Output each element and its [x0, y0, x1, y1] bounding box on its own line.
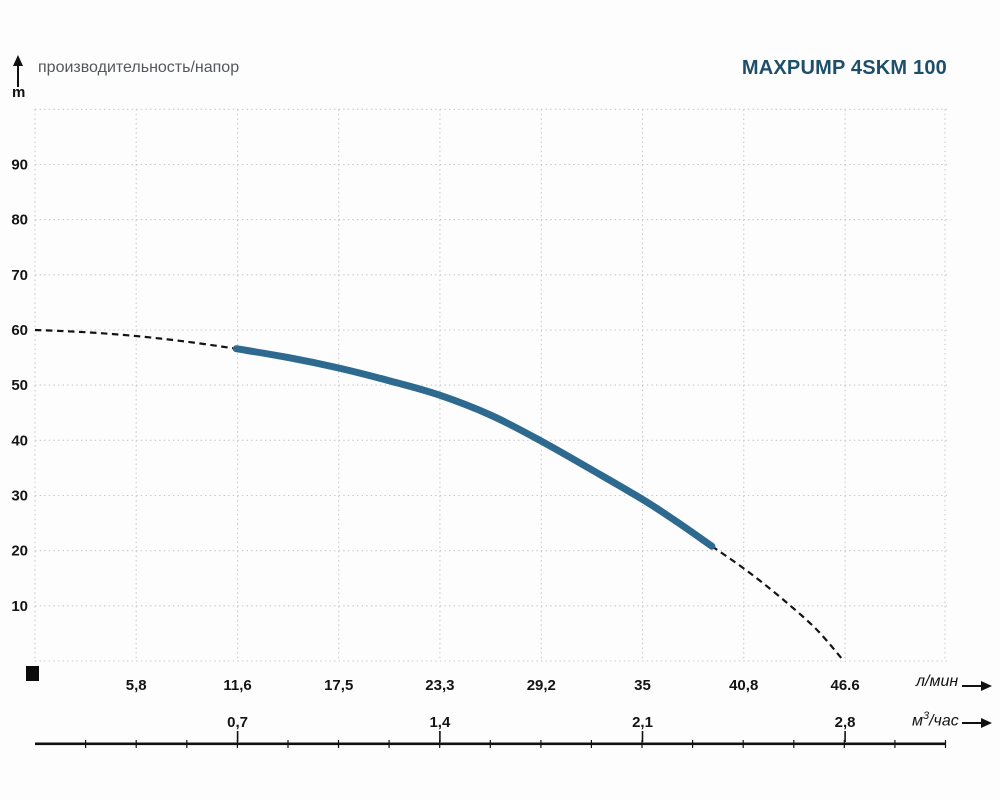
chart-title: производительность/напор	[38, 59, 240, 76]
x-tick-label-lpm: 46.6	[830, 677, 859, 694]
x-axis-lpm-labels: 5,8 11,6 17,5 23,3 29,2 35 40,8 46.6	[126, 677, 860, 694]
y-axis-unit-label: m	[12, 84, 26, 101]
m3h-unit-base: м	[912, 712, 923, 730]
x-tick-label-m3h: 2,1	[632, 714, 653, 731]
x-tick-label-m3h: 0,7	[227, 714, 248, 731]
x-axis-m3h: 0,7 1,4 2,1 2,8	[35, 714, 947, 748]
m3h-unit-sup: 3	[922, 710, 930, 722]
y-tick-label: 50	[11, 377, 28, 394]
x-tick-label-m3h: 2,8	[835, 714, 856, 731]
m3h-unit-rest: /час	[929, 712, 959, 730]
y-axis-labels: 10 20 30 40 50 60 70 80 90	[11, 157, 28, 615]
y-axis-up-arrow-icon	[12, 55, 24, 92]
x-tick-label-lpm: 11,6	[223, 677, 251, 694]
y-tick-label: 10	[11, 598, 28, 615]
y-tick-label: 40	[11, 432, 28, 449]
product-title: MAXPUMP 4SKM 100	[741, 57, 947, 79]
pump-curve-dashed-right	[711, 545, 845, 662]
x-tick-label-lpm: 17,5	[324, 677, 353, 694]
y-tick-label: 80	[11, 212, 28, 229]
x-tick-label-m3h: 1,4	[429, 714, 451, 731]
y-tick-label: 30	[11, 488, 28, 505]
m3h-axis-arrow-icon	[962, 716, 992, 734]
gridlines	[34, 108, 947, 662]
x-tick-label-lpm: 5,8	[126, 677, 147, 694]
x-tick-label-lpm: 23,3	[425, 677, 454, 694]
x-axis-unit-lpm: л/мин	[916, 673, 958, 691]
lpm-unit-text: л/мин	[916, 673, 959, 690]
pump-curve-dashed-left	[34, 328, 237, 350]
x-tick-label-lpm: 40,8	[729, 677, 758, 694]
y-tick-label: 70	[11, 267, 28, 284]
origin-marker	[26, 666, 39, 681]
lpm-axis-arrow-icon	[962, 679, 992, 697]
y-tick-label: 90	[11, 157, 28, 174]
y-tick-label: 20	[11, 543, 28, 560]
y-tick-label: 60	[11, 322, 28, 339]
x-axis-unit-m3h: м3/час	[912, 710, 959, 730]
x-tick-label-lpm: 29,2	[527, 677, 556, 694]
x-tick-label-lpm: 35	[634, 677, 651, 694]
pump-curve-solid	[232, 345, 716, 550]
